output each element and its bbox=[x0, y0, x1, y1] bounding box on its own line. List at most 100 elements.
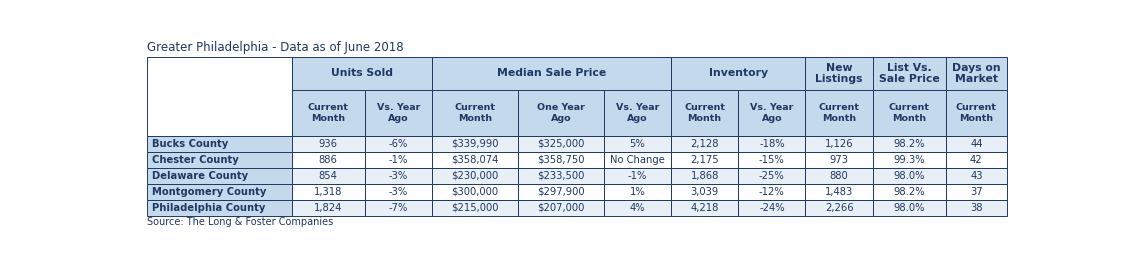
Text: 98.2%: 98.2% bbox=[893, 187, 925, 197]
Text: 973: 973 bbox=[830, 155, 849, 165]
Text: Units Sold: Units Sold bbox=[331, 68, 392, 78]
Bar bbox=[291, 135, 364, 152]
Bar bbox=[432, 152, 518, 168]
Text: Current
Month: Current Month bbox=[454, 103, 495, 123]
Text: Delaware County: Delaware County bbox=[152, 171, 249, 181]
Bar bbox=[518, 90, 604, 135]
Bar bbox=[945, 57, 1007, 90]
Bar bbox=[671, 184, 739, 200]
Text: 1,483: 1,483 bbox=[825, 187, 853, 197]
Bar bbox=[518, 168, 604, 184]
Bar bbox=[806, 184, 872, 200]
Bar bbox=[872, 168, 945, 184]
Text: Source: The Long & Foster Companies: Source: The Long & Foster Companies bbox=[147, 217, 333, 227]
Text: 1,318: 1,318 bbox=[314, 187, 342, 197]
Bar bbox=[872, 135, 945, 152]
Bar bbox=[604, 135, 671, 152]
Text: $300,000: $300,000 bbox=[452, 187, 499, 197]
Text: List Vs.
Sale Price: List Vs. Sale Price bbox=[879, 63, 939, 84]
Bar bbox=[945, 184, 1007, 200]
Text: Current
Month: Current Month bbox=[956, 103, 997, 123]
Text: 98.2%: 98.2% bbox=[893, 139, 925, 149]
Bar bbox=[945, 200, 1007, 216]
Bar bbox=[364, 135, 432, 152]
Bar bbox=[739, 200, 806, 216]
Text: Bucks County: Bucks County bbox=[152, 139, 229, 149]
Text: -1%: -1% bbox=[628, 171, 647, 181]
Bar bbox=[518, 135, 604, 152]
Text: 880: 880 bbox=[830, 171, 849, 181]
Text: -18%: -18% bbox=[759, 139, 785, 149]
Text: Montgomery County: Montgomery County bbox=[152, 187, 267, 197]
Text: 2,175: 2,175 bbox=[691, 155, 719, 165]
Text: -12%: -12% bbox=[759, 187, 785, 197]
Text: 98.0%: 98.0% bbox=[893, 203, 925, 213]
Bar bbox=[364, 184, 432, 200]
Bar bbox=[872, 184, 945, 200]
Bar bbox=[364, 200, 432, 216]
Text: $207,000: $207,000 bbox=[537, 203, 584, 213]
Text: -15%: -15% bbox=[759, 155, 785, 165]
Text: -24%: -24% bbox=[759, 203, 785, 213]
Text: Days on
Market: Days on Market bbox=[952, 63, 1001, 84]
Text: 1,824: 1,824 bbox=[314, 203, 342, 213]
Bar bbox=[147, 135, 291, 152]
Bar bbox=[671, 57, 806, 90]
Text: 37: 37 bbox=[970, 187, 983, 197]
Text: $358,750: $358,750 bbox=[537, 155, 584, 165]
Bar bbox=[147, 200, 291, 216]
Bar bbox=[364, 152, 432, 168]
Text: 5%: 5% bbox=[630, 139, 646, 149]
Bar bbox=[364, 168, 432, 184]
Text: 4%: 4% bbox=[630, 203, 646, 213]
Bar bbox=[739, 168, 806, 184]
Bar bbox=[364, 90, 432, 135]
Bar bbox=[432, 90, 518, 135]
Text: Greater Philadelphia - Data as of June 2018: Greater Philadelphia - Data as of June 2… bbox=[147, 41, 404, 53]
Bar bbox=[806, 57, 872, 90]
Bar bbox=[671, 152, 739, 168]
Text: One Year
Ago: One Year Ago bbox=[537, 103, 585, 123]
Bar bbox=[872, 152, 945, 168]
Text: 4,218: 4,218 bbox=[691, 203, 719, 213]
Text: Current
Month: Current Month bbox=[818, 103, 860, 123]
Bar bbox=[806, 200, 872, 216]
Bar bbox=[291, 200, 364, 216]
Text: 42: 42 bbox=[970, 155, 983, 165]
Text: -7%: -7% bbox=[389, 203, 408, 213]
Bar bbox=[432, 135, 518, 152]
Text: $215,000: $215,000 bbox=[451, 203, 499, 213]
Text: 854: 854 bbox=[318, 171, 337, 181]
Bar bbox=[291, 168, 364, 184]
Bar bbox=[806, 135, 872, 152]
Text: $325,000: $325,000 bbox=[537, 139, 584, 149]
Text: Current
Month: Current Month bbox=[308, 103, 349, 123]
Bar bbox=[147, 152, 291, 168]
Bar bbox=[432, 184, 518, 200]
Text: -1%: -1% bbox=[389, 155, 408, 165]
Bar bbox=[291, 184, 364, 200]
Text: Vs. Year
Ago: Vs. Year Ago bbox=[377, 103, 420, 123]
Text: Vs. Year
Ago: Vs. Year Ago bbox=[615, 103, 659, 123]
Bar bbox=[872, 90, 945, 135]
Bar bbox=[739, 90, 806, 135]
Text: Current
Month: Current Month bbox=[889, 103, 929, 123]
Text: 2,128: 2,128 bbox=[691, 139, 719, 149]
Bar bbox=[671, 90, 739, 135]
Text: No Change: No Change bbox=[610, 155, 665, 165]
Bar bbox=[432, 168, 518, 184]
Bar bbox=[604, 90, 671, 135]
Bar bbox=[945, 152, 1007, 168]
Text: -25%: -25% bbox=[759, 171, 785, 181]
Bar bbox=[518, 184, 604, 200]
Bar bbox=[806, 152, 872, 168]
Text: 3,039: 3,039 bbox=[691, 187, 719, 197]
Text: Philadelphia County: Philadelphia County bbox=[152, 203, 266, 213]
Bar bbox=[291, 152, 364, 168]
Bar bbox=[739, 152, 806, 168]
Bar bbox=[945, 135, 1007, 152]
Text: -6%: -6% bbox=[389, 139, 408, 149]
Bar bbox=[739, 184, 806, 200]
Bar bbox=[604, 200, 671, 216]
Bar bbox=[671, 135, 739, 152]
